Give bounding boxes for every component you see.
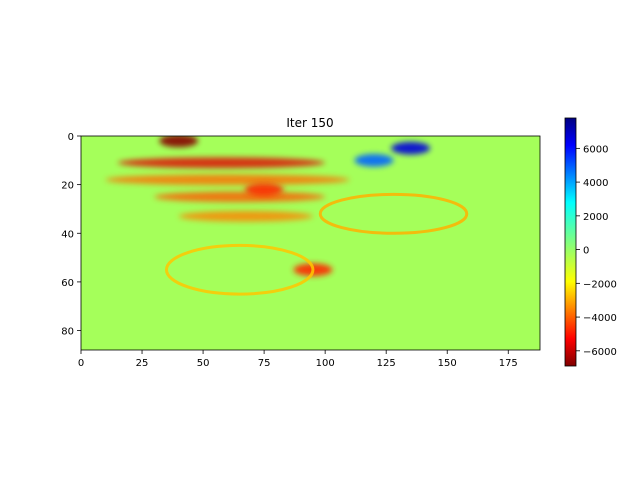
heatmap-ellipse-edge — [318, 192, 469, 235]
y-tick-label: 40 — [61, 229, 74, 240]
x-tick-label: 50 — [197, 358, 210, 369]
colorbar-tick-label: −2000 — [583, 279, 617, 290]
heatmap-band — [178, 210, 313, 222]
colorbar-tick-label: 4000 — [583, 178, 608, 189]
y-tick-label: 20 — [61, 181, 74, 192]
colorbar-tick-label: −6000 — [583, 347, 617, 358]
x-tick-label: 100 — [316, 358, 335, 369]
y-tick-label: 0 — [68, 132, 74, 143]
x-tick-label: 125 — [377, 358, 396, 369]
heatmap-features — [105, 136, 469, 296]
heatmap-band — [117, 157, 326, 169]
heatmap-blob — [391, 141, 431, 155]
x-tick-label: 25 — [136, 358, 149, 369]
y-axis: 0 20 40 60 80 — [61, 132, 81, 338]
colorbar-gradient — [564, 117, 577, 367]
heatmap-ellipse-edge — [164, 243, 315, 296]
colorbar-tick-label: 0 — [583, 246, 589, 257]
heatmap-band — [154, 191, 326, 203]
heatmap-blob — [244, 183, 284, 196]
x-tick-label: 175 — [499, 358, 518, 369]
colorbar-tick-label: −4000 — [583, 313, 617, 324]
x-tick-label: 150 — [438, 358, 457, 369]
y-tick-label: 80 — [61, 327, 74, 338]
colorbar-ticks: −6000 −4000 −2000 0 2000 4000 6000 — [576, 144, 617, 358]
colorbar-tick-label: 2000 — [583, 212, 608, 223]
x-tick-label: 75 — [258, 358, 271, 369]
colorbar-tick-label: 6000 — [583, 144, 608, 155]
heatmap-background — [81, 136, 540, 350]
y-tick-label: 60 — [61, 278, 74, 289]
plot-frame — [80, 135, 541, 351]
colorbar: −6000 −4000 −2000 0 2000 4000 6000 — [564, 117, 617, 367]
chart-title: Iter 150 — [286, 116, 333, 130]
x-tick-label: 0 — [78, 358, 84, 369]
heatmap-blob — [354, 153, 394, 167]
heatmap-blob — [159, 136, 199, 148]
heatmap-band — [105, 174, 350, 186]
heatmap-area — [81, 136, 540, 350]
x-axis: 0 25 50 75 100 125 150 175 — [78, 350, 518, 369]
